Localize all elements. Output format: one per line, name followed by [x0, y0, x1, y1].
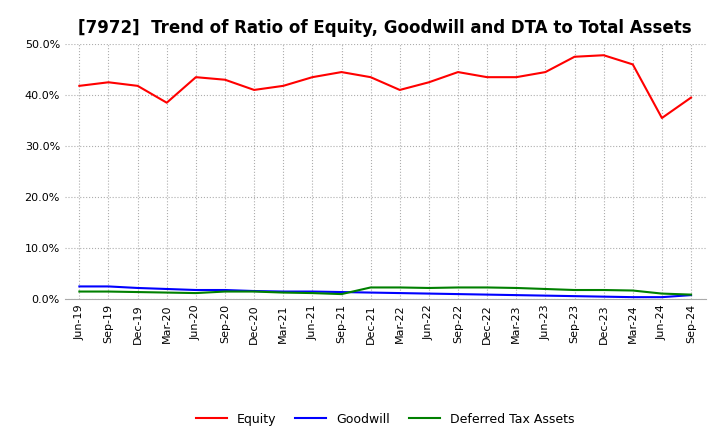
Equity: [104, 80, 113, 85]
Title: [7972]  Trend of Ratio of Equity, Goodwill and DTA to Total Assets: [7972] Trend of Ratio of Equity, Goodwil…: [78, 19, 692, 37]
Deferred Tax Assets: [687, 292, 696, 297]
Line: Deferred Tax Assets: Deferred Tax Assets: [79, 287, 691, 295]
Goodwill: [337, 290, 346, 295]
Equity: [192, 74, 200, 80]
Equity: [250, 87, 258, 92]
Deferred Tax Assets: [250, 289, 258, 294]
Deferred Tax Assets: [192, 290, 200, 296]
Equity: [483, 74, 492, 80]
Goodwill: [395, 290, 404, 296]
Goodwill: [657, 294, 666, 300]
Goodwill: [163, 286, 171, 292]
Equity: [220, 77, 229, 82]
Line: Goodwill: Goodwill: [79, 286, 691, 297]
Deferred Tax Assets: [104, 289, 113, 294]
Equity: [75, 83, 84, 88]
Goodwill: [308, 289, 317, 294]
Legend: Equity, Goodwill, Deferred Tax Assets: Equity, Goodwill, Deferred Tax Assets: [196, 413, 575, 425]
Equity: [570, 54, 579, 59]
Deferred Tax Assets: [366, 285, 375, 290]
Goodwill: [133, 285, 142, 290]
Line: Equity: Equity: [79, 55, 691, 118]
Deferred Tax Assets: [395, 285, 404, 290]
Equity: [279, 83, 287, 88]
Equity: [337, 70, 346, 75]
Equity: [133, 83, 142, 88]
Goodwill: [425, 291, 433, 296]
Deferred Tax Assets: [133, 290, 142, 295]
Equity: [425, 80, 433, 85]
Goodwill: [483, 292, 492, 297]
Deferred Tax Assets: [599, 287, 608, 293]
Deferred Tax Assets: [512, 285, 521, 290]
Deferred Tax Assets: [483, 285, 492, 290]
Deferred Tax Assets: [541, 286, 550, 292]
Equity: [366, 74, 375, 80]
Goodwill: [250, 288, 258, 293]
Deferred Tax Assets: [279, 290, 287, 295]
Equity: [512, 74, 521, 80]
Deferred Tax Assets: [425, 285, 433, 290]
Goodwill: [366, 290, 375, 295]
Deferred Tax Assets: [570, 287, 579, 293]
Deferred Tax Assets: [163, 290, 171, 295]
Deferred Tax Assets: [75, 289, 84, 294]
Equity: [541, 70, 550, 75]
Goodwill: [220, 287, 229, 293]
Deferred Tax Assets: [337, 291, 346, 297]
Equity: [629, 62, 637, 67]
Goodwill: [75, 284, 84, 289]
Goodwill: [454, 291, 462, 297]
Deferred Tax Assets: [454, 285, 462, 290]
Equity: [163, 100, 171, 105]
Goodwill: [279, 289, 287, 294]
Equity: [454, 70, 462, 75]
Deferred Tax Assets: [657, 291, 666, 296]
Equity: [395, 87, 404, 92]
Goodwill: [599, 294, 608, 299]
Goodwill: [104, 284, 113, 289]
Goodwill: [192, 287, 200, 293]
Equity: [599, 53, 608, 58]
Goodwill: [541, 293, 550, 298]
Equity: [687, 95, 696, 100]
Equity: [308, 74, 317, 80]
Goodwill: [570, 293, 579, 299]
Deferred Tax Assets: [629, 288, 637, 293]
Goodwill: [629, 294, 637, 300]
Deferred Tax Assets: [308, 290, 317, 296]
Deferred Tax Assets: [220, 289, 229, 294]
Equity: [657, 115, 666, 121]
Goodwill: [687, 293, 696, 298]
Goodwill: [512, 293, 521, 298]
